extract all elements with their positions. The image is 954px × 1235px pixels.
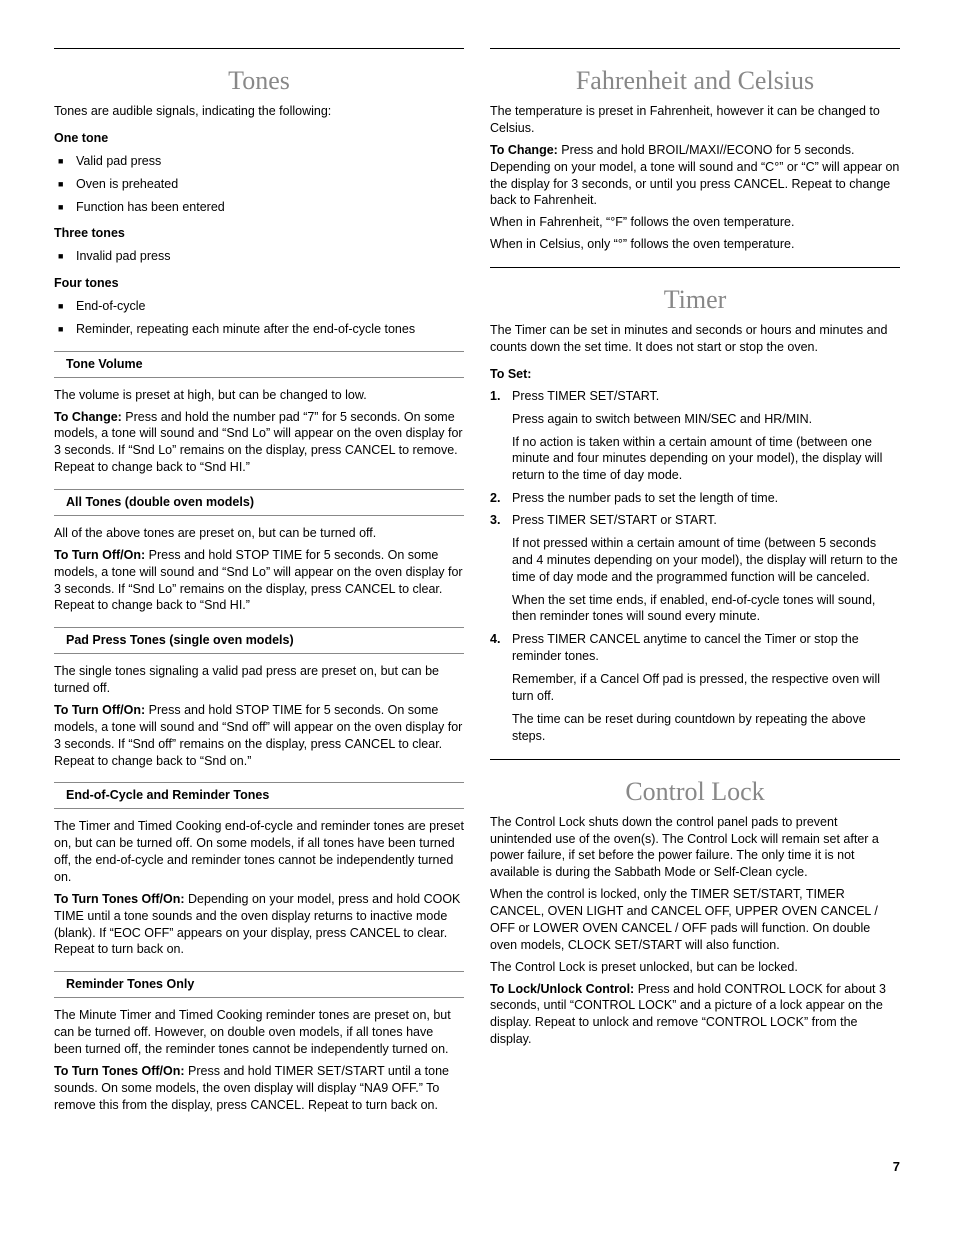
list-item: Invalid pad press: [54, 248, 464, 265]
fc-p2: To Change: Press and hold BROIL/MAXI//EC…: [490, 142, 900, 210]
reminder-p2: To Turn Tones Off/On: Press and hold TIM…: [54, 1063, 464, 1114]
fc-p3: When in Fahrenheit, “°F” follows the ove…: [490, 214, 900, 231]
lock-p1: The Control Lock shuts down the control …: [490, 814, 900, 882]
tones-intro: Tones are audible signals, indicating th…: [54, 103, 464, 120]
all-tones-p1: All of the above tones are preset on, bu…: [54, 525, 464, 542]
one-tone-heading: One tone: [54, 130, 464, 147]
list-item: Function has been entered: [54, 199, 464, 216]
text: Remember, if a Cancel Off pad is pressed…: [512, 671, 900, 705]
reminder-p1: The Minute Timer and Timed Cooking remin…: [54, 1007, 464, 1058]
tone-volume-p2: To Change: Press and hold the number pad…: [54, 409, 464, 477]
eoc-heading: End-of-Cycle and Reminder Tones: [54, 782, 464, 809]
eoc-p1: The Timer and Timed Cooking end-of-cycle…: [54, 818, 464, 886]
label: To Change:: [54, 410, 125, 424]
text: The time can be reset during countdown b…: [512, 711, 900, 745]
label: To Lock/Unlock Control:: [490, 982, 638, 996]
label: To Turn Tones Off/On:: [54, 1064, 188, 1078]
all-tones-p2: To Turn Off/On: Press and hold STOP TIME…: [54, 547, 464, 615]
list-item: Valid pad press: [54, 153, 464, 170]
step-3: Press TIMER SET/START or START. If not p…: [490, 512, 900, 625]
three-tones-list: Invalid pad press: [54, 248, 464, 265]
text: If no action is taken within a certain a…: [512, 434, 900, 485]
lock-title: Control Lock: [490, 774, 900, 809]
four-tones-list: End-of-cycle Reminder, repeating each mi…: [54, 298, 464, 338]
three-tones-heading: Three tones: [54, 225, 464, 242]
reminder-heading: Reminder Tones Only: [54, 971, 464, 998]
pad-press-p2: To Turn Off/On: Press and hold STOP TIME…: [54, 702, 464, 770]
label: To Turn Tones Off/On:: [54, 892, 188, 906]
fc-p1: The temperature is preset in Fahrenheit,…: [490, 103, 900, 137]
tone-volume-heading: Tone Volume: [54, 351, 464, 378]
list-item: End-of-cycle: [54, 298, 464, 315]
list-item: Reminder, repeating each minute after th…: [54, 321, 464, 338]
lock-p2: When the control is locked, only the TIM…: [490, 886, 900, 954]
eoc-p2: To Turn Tones Off/On: Depending on your …: [54, 891, 464, 959]
page-number: 7: [54, 1158, 900, 1176]
timer-steps: Press TIMER SET/START. Press again to sw…: [490, 388, 900, 745]
all-tones-heading: All Tones (double oven models): [54, 489, 464, 516]
right-column: Fahrenheit and Celsius The temperature i…: [490, 48, 900, 1118]
tones-title: Tones: [54, 63, 464, 98]
label: To Turn Off/On:: [54, 703, 149, 717]
step-4: Press TIMER CANCEL anytime to cancel the…: [490, 631, 900, 744]
one-tone-list: Valid pad press Oven is preheated Functi…: [54, 153, 464, 216]
step-2: Press the number pads to set the length …: [490, 490, 900, 507]
left-column: Tones Tones are audible signals, indicat…: [54, 48, 464, 1118]
text: If not pressed within a certain amount o…: [512, 535, 900, 586]
section-divider: Control Lock The Control Lock shuts down…: [490, 759, 900, 1048]
text: Press TIMER SET/START.: [512, 389, 659, 403]
timer-title: Timer: [490, 282, 900, 317]
text: Press again to switch between MIN/SEC an…: [512, 411, 900, 428]
pad-press-p1: The single tones signaling a valid pad p…: [54, 663, 464, 697]
fc-title: Fahrenheit and Celsius: [490, 63, 900, 98]
fc-p4: When in Celsius, only “°” follows the ov…: [490, 236, 900, 253]
two-column-layout: Tones Tones are audible signals, indicat…: [54, 48, 900, 1118]
text: Press the number pads to set the length …: [512, 491, 778, 505]
section-divider: Timer The Timer can be set in minutes an…: [490, 267, 900, 744]
timer-toset: To Set:: [490, 366, 900, 383]
lock-p3: The Control Lock is preset unlocked, but…: [490, 959, 900, 976]
label: To Change:: [490, 143, 561, 157]
pad-press-heading: Pad Press Tones (single oven models): [54, 627, 464, 654]
list-item: Oven is preheated: [54, 176, 464, 193]
text: When the set time ends, if enabled, end-…: [512, 592, 900, 626]
text: Press TIMER SET/START or START.: [512, 513, 717, 527]
step-1: Press TIMER SET/START. Press again to sw…: [490, 388, 900, 484]
timer-intro: The Timer can be set in minutes and seco…: [490, 322, 900, 356]
four-tones-heading: Four tones: [54, 275, 464, 292]
lock-p4: To Lock/Unlock Control: Press and hold C…: [490, 981, 900, 1049]
tone-volume-p1: The volume is preset at high, but can be…: [54, 387, 464, 404]
label: To Turn Off/On:: [54, 548, 149, 562]
text: Press TIMER CANCEL anytime to cancel the…: [512, 632, 859, 663]
